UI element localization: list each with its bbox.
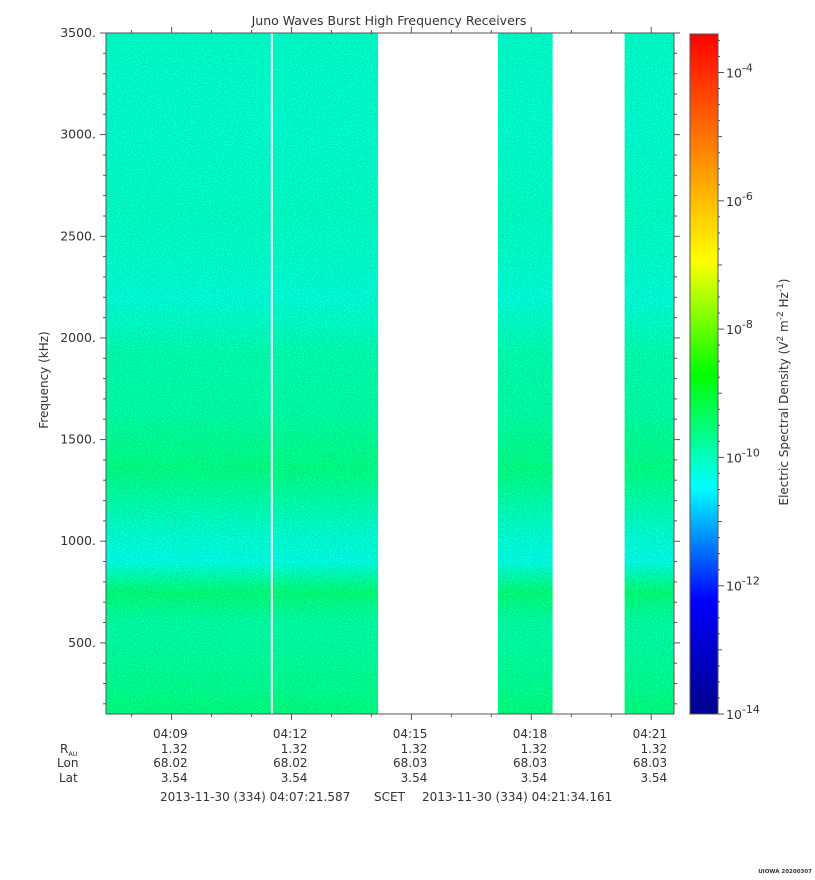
colorbar-scale xyxy=(689,33,719,715)
ephem-r-au-value: 1.32 xyxy=(521,742,548,756)
colorbar-tick-label: 10-4 xyxy=(726,62,753,81)
ephem-lon-value: 68.03 xyxy=(393,756,427,770)
time-range-label: SCET xyxy=(374,790,406,804)
colorbar-label: Electric Spectral Density (V2 m-2 Hz-1) xyxy=(776,278,791,505)
ephem-lon-value: 68.03 xyxy=(513,756,547,770)
y-tick-label: 1000. xyxy=(60,533,96,548)
ephem-lat-value: 3.54 xyxy=(161,771,188,785)
ephem-r-au-value: 1.32 xyxy=(281,742,308,756)
x-tick-label: 04:21 xyxy=(633,727,668,741)
colorbar-tick-label: 10-6 xyxy=(726,190,753,209)
y-axis: 500. 1000. 1500. 2000. 2500. 3000. 3500. xyxy=(60,25,680,705)
ephemeris-values: 1.3268.023.541.3268.023.541.3268.033.541… xyxy=(153,742,667,785)
x-tick-label: 04:09 xyxy=(153,727,188,741)
x-tick-label: 04:12 xyxy=(273,727,308,741)
y-tick-label: 3500. xyxy=(60,25,96,40)
time-range-end: 2013-11-30 (334) 04:21:34.161 xyxy=(422,790,612,804)
ephem-lat-value: 3.54 xyxy=(401,771,428,785)
spectrogram-segment xyxy=(272,33,379,714)
ephem-lon-value: 68.03 xyxy=(633,756,667,770)
ephem-lat-value: 3.54 xyxy=(281,771,308,785)
y-tick-label: 2500. xyxy=(60,228,96,243)
ephem-lon-value: 68.02 xyxy=(273,756,307,770)
spectrogram-segment xyxy=(498,33,553,714)
plot-frame xyxy=(105,32,675,715)
y-tick-label: 500. xyxy=(68,635,96,650)
x-axis: 04:09 04:12 04:15 04:18 04:21 xyxy=(131,27,668,741)
ephem-lat-value: 3.54 xyxy=(640,771,667,785)
ephem-lat-value: 3.54 xyxy=(521,771,548,785)
colorbar: 10-4 10-6 10-8 10-10 10-12 10-14 xyxy=(689,33,760,722)
colorbar-tick-label: 10-12 xyxy=(726,575,760,594)
colorbar-tick-label: 10-14 xyxy=(726,703,760,722)
r-au-label: RAU xyxy=(60,742,78,758)
lat-label: Lat xyxy=(59,771,78,785)
spectrogram-segment xyxy=(624,33,674,714)
plot-area xyxy=(105,32,675,715)
colorbar-tick-label: 10-10 xyxy=(726,446,760,465)
ephem-r-au-value: 1.32 xyxy=(161,742,188,756)
y-tick-label: 1500. xyxy=(60,432,96,447)
credit-stamp: UIOWA 20200307 xyxy=(758,869,812,875)
spectrogram-segment xyxy=(105,33,271,714)
x-tick-label: 04:18 xyxy=(513,727,548,741)
y-axis-label: Frequency (kHz) xyxy=(37,331,51,428)
y-tick-label: 3000. xyxy=(60,127,96,142)
colorbar-tick-label: 10-8 xyxy=(726,318,753,337)
chart-title: Juno Waves Burst High Frequency Receiver… xyxy=(251,13,527,28)
time-range-start: 2013-11-30 (334) 04:07:21.587 xyxy=(160,790,350,804)
ephem-lon-value: 68.02 xyxy=(153,756,187,770)
ephem-r-au-value: 1.32 xyxy=(401,742,428,756)
ephemeris-row-labels: RAU Lon Lat xyxy=(57,742,78,785)
x-tick-label: 04:15 xyxy=(393,727,428,741)
y-tick-label: 2000. xyxy=(60,330,96,345)
lon-label: Lon xyxy=(57,756,78,770)
ephem-r-au-value: 1.32 xyxy=(640,742,667,756)
